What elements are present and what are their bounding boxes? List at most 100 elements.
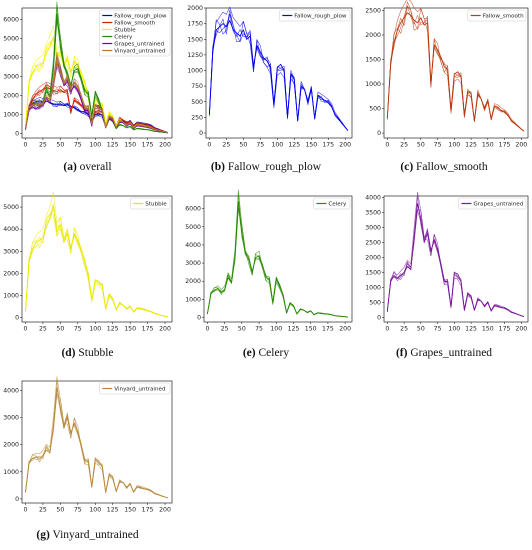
x-tick-label: 200 — [339, 326, 351, 333]
series-line — [25, 62, 168, 133]
legend-label: Celery — [114, 35, 133, 41]
series-line — [386, 12, 525, 132]
caption-label: (a) — [63, 161, 77, 173]
y-tick-label: 3000 — [365, 225, 381, 232]
x-tick-label: 175 — [322, 142, 334, 149]
x-tick-label: 175 — [322, 326, 334, 333]
caption-text: Fallow_smooth — [416, 161, 488, 173]
series-line — [387, 209, 525, 317]
y-tick-label: 750 — [191, 83, 203, 90]
plot-frame — [203, 195, 353, 323]
legend-label: Fallow_smooth — [483, 14, 524, 20]
caption-text: Celery — [258, 347, 290, 359]
y-tick-label: 3500 — [365, 210, 381, 217]
series-line — [25, 213, 168, 318]
series-line — [25, 19, 168, 134]
x-tick-label: 125 — [288, 326, 300, 333]
legend-label: Fallow_rough_plow — [114, 14, 167, 20]
x-tick-label: 25 — [400, 326, 408, 333]
legend-label: Grapes_untrained — [473, 202, 523, 208]
y-tick-label: 2500 — [365, 240, 381, 247]
y-tick-label: 2000 — [185, 278, 201, 285]
chart-stubble: 0 25 50 75 100 125 150 175 200010002000300040005… — [3, 192, 173, 333]
x-tick-label: 125 — [107, 507, 119, 514]
chart-panel-overall: 0 25 50 75 100 125 150 175 200 0 1000 2000 3000 4000 5… — [0, 0, 175, 180]
series-vinyard-untrained — [25, 51, 168, 134]
y-tick-label: 500 — [191, 99, 203, 106]
series-vinyard-untrained — [25, 376, 168, 499]
y-tick-label: 0 — [197, 314, 201, 321]
legend-label: Vinyard_untrained — [114, 387, 166, 393]
y-tick-label: 4000 — [3, 54, 19, 61]
y-tick-label: 5000 — [3, 35, 19, 42]
x-tick-label: 175 — [499, 142, 511, 149]
x-tick-label: 25 — [222, 142, 230, 149]
x-tick-label: 0 — [205, 326, 209, 333]
y-tick-label: 3000 — [3, 248, 19, 255]
chart-overall: 0 25 50 75 100 125 150 175 200010002000300040005… — [3, 1, 173, 149]
y-tick-label: 1000 — [3, 469, 19, 476]
x-tick-label: 200 — [515, 326, 527, 333]
series-line — [206, 200, 348, 318]
x-tick-label: 125 — [465, 326, 477, 333]
y-tick-label: 0 — [199, 130, 203, 137]
x-tick-label: 75 — [74, 507, 82, 514]
chart-panel-fallow-rough-plow: 0 25 50 75 100 125 150 175 200 0 250 500 750 1000 1250… — [176, 0, 356, 180]
x-tick-label: 175 — [142, 326, 154, 333]
x-tick-label: 50 — [417, 142, 425, 149]
caption-label: (f) — [395, 347, 408, 359]
x-tick-label: 50 — [417, 326, 425, 333]
x-tick-label: 100 — [89, 507, 101, 514]
legend-label: Celery — [328, 202, 347, 208]
y-tick-label: 2000 — [3, 442, 19, 449]
series-stubble — [25, 192, 168, 318]
y-tick-label: 0 — [377, 130, 381, 137]
caption-vinyard-untrained: (g) Vinyard_untrained — [0, 529, 175, 541]
y-tick-label: 6000 — [185, 206, 201, 213]
caption-grapes-untrained: (f) Grapes_untrained — [356, 347, 532, 359]
x-tick-label: 150 — [482, 142, 494, 149]
y-tick-label: 1000 — [185, 296, 201, 303]
legend-label: Fallow_smooth — [114, 21, 155, 27]
caption-text: Grapes_untrained — [410, 347, 493, 359]
chart-panel-stubble: 0 25 50 75 100 125 150 175 200 0 1000 2000 3000 4000 5… — [0, 190, 175, 370]
x-tick-label: 175 — [142, 142, 154, 149]
x-tick-label: 100 — [270, 326, 282, 333]
x-tick-label: 150 — [124, 142, 136, 149]
series-line — [209, 13, 349, 131]
plot-frame — [21, 7, 173, 139]
caption-label: (d) — [61, 347, 76, 359]
legend-box — [99, 382, 171, 395]
x-tick-label: 75 — [255, 326, 263, 333]
y-tick-label: 1500 — [365, 270, 381, 277]
series-line — [207, 208, 348, 318]
x-tick-label: 50 — [56, 326, 64, 333]
y-tick-label: 1000 — [365, 285, 381, 292]
series-line — [386, 203, 525, 318]
y-tick-label: 500 — [369, 106, 381, 113]
y-tick-label: 1000 — [3, 111, 19, 118]
chart-panel-fallow-smooth: 0 25 50 75 100 125 150 175 200 0 500 1000 1500 2000 25… — [356, 0, 532, 180]
caption-label: (e) — [242, 347, 256, 359]
series-line — [387, 5, 525, 132]
series-line — [387, 191, 525, 317]
plot-frame — [383, 7, 529, 139]
y-tick-label: 4000 — [3, 226, 19, 233]
x-tick-label: 100 — [89, 326, 101, 333]
series-fallow-rough-plow — [208, 6, 349, 131]
y-tick-label: 2000 — [3, 270, 19, 277]
caption-text: Vinyard_untrained — [52, 529, 139, 541]
series-fallow-smooth — [386, 0, 525, 132]
series-line — [208, 20, 349, 131]
x-tick-label: 200 — [159, 507, 171, 514]
y-tick-label: 1500 — [365, 57, 381, 64]
x-tick-label: 50 — [238, 326, 246, 333]
series-line — [25, 387, 168, 499]
y-tick-label: 250 — [191, 114, 203, 121]
y-tick-label: 1250 — [187, 52, 203, 59]
chart-panel-grapes-untrained: 0 25 50 75 100 125 150 175 200 0 500 1000 1500 2000 25… — [356, 190, 532, 370]
x-tick-label: 150 — [124, 326, 136, 333]
chart-celery: 0 25 50 75 100 125 150 175 200010002000300040005… — [185, 189, 353, 333]
caption-overall: (a) overall — [0, 161, 175, 173]
x-tick-label: 100 — [271, 142, 283, 149]
